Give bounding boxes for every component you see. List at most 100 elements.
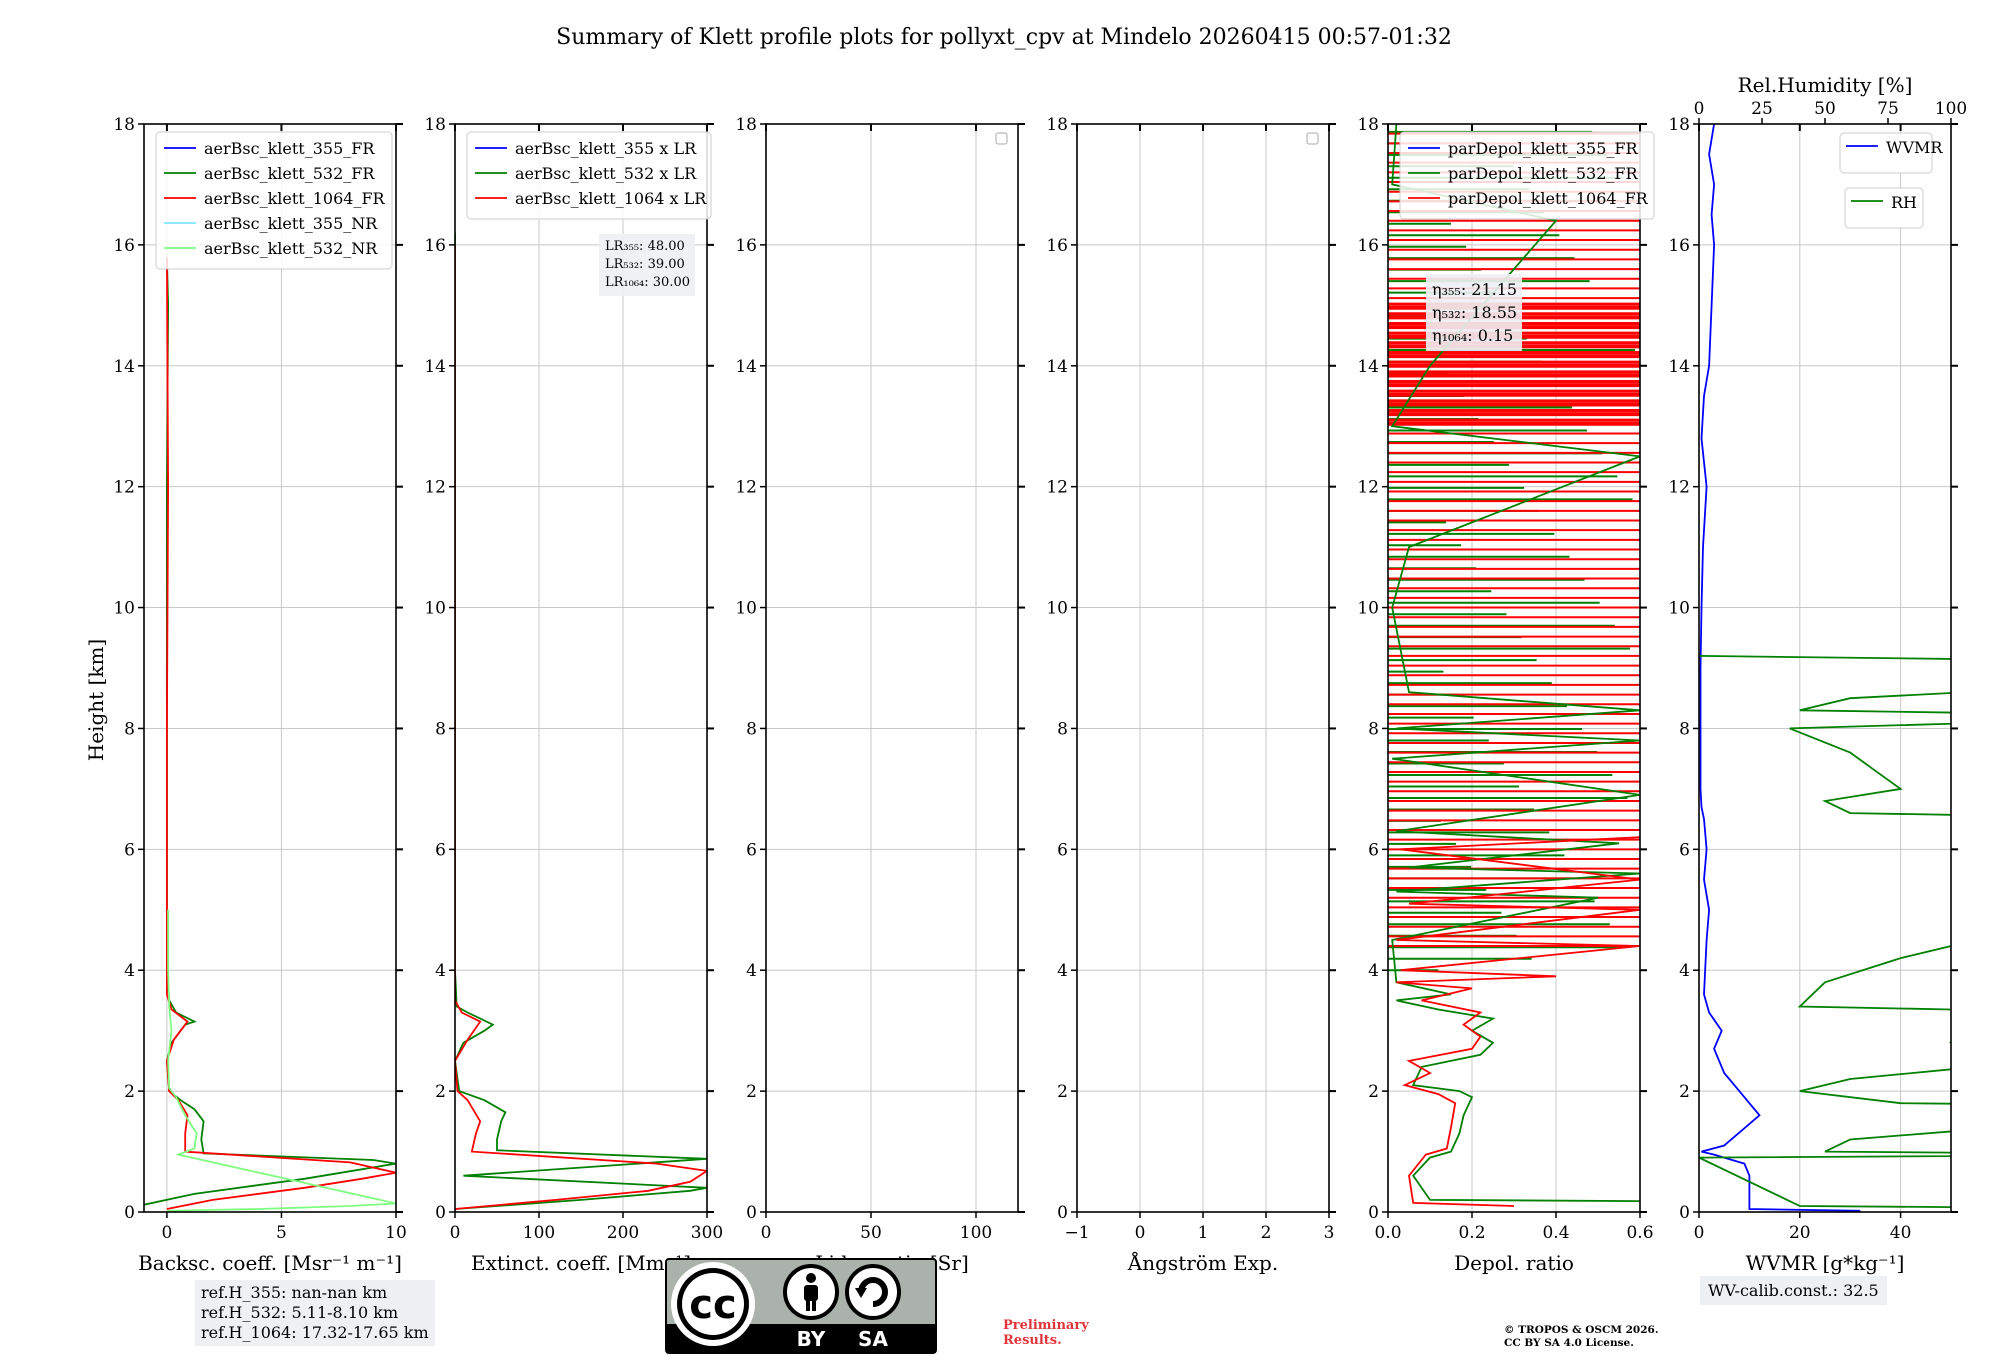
top-tick-label: 50	[1814, 99, 1836, 119]
legend-label: aerBsc_klett_1064 x LR	[515, 189, 707, 208]
panel-frame	[143, 123, 397, 1213]
top-tick-label: 100	[1935, 99, 1967, 119]
y-tick-label: 12	[1357, 478, 1379, 498]
x-axis-label: Depol. ratio	[1454, 1251, 1574, 1275]
x-tick-label: 0.6	[1626, 1223, 1653, 1243]
y-tick-label: 14	[1357, 357, 1379, 377]
x-tick-label: 2	[1261, 1223, 1272, 1243]
y-tick-label: 18	[1668, 115, 1690, 135]
y-tick-label: 16	[735, 236, 757, 256]
y-tick-label: 10	[1046, 599, 1068, 619]
panel-frame	[765, 123, 1019, 1213]
legend-box	[466, 131, 712, 220]
y-tick-label: 0	[435, 1203, 446, 1223]
x-tick-label: 10	[385, 1223, 407, 1243]
x-tick-label: 0	[761, 1223, 772, 1243]
top-tick-label: 0	[1694, 99, 1705, 119]
y-tick-label: 4	[1368, 961, 1379, 981]
y-tick-label: 2	[1368, 1082, 1379, 1102]
y-tick-label: 0	[1057, 1203, 1068, 1223]
preliminary-note: Preliminary Results.	[1003, 1318, 1089, 1348]
by-label: BY	[797, 1327, 826, 1351]
y-tick-label: 2	[1057, 1082, 1068, 1102]
annotation-line: LR₁₀₆₄: 30.00	[605, 275, 690, 290]
legend-label: aerBsc_klett_355_FR	[204, 139, 375, 158]
annotation-box	[599, 234, 695, 296]
x-tick-label: −1	[1064, 1223, 1089, 1243]
legend-box	[1844, 187, 1924, 229]
legend-label: WVMR	[1886, 138, 1943, 157]
figure-title: Summary of Klett profile plots for polly…	[556, 25, 1452, 50]
series-line-parDepol_klett_1064_FR	[1396, 836, 1640, 1207]
y-tick-label: 0	[1679, 1203, 1690, 1223]
y-tick-label: 2	[124, 1082, 135, 1102]
empty-legend-box	[1306, 132, 1319, 145]
panel-lidar-ratio: 024681012141618050100Lidar ratio [Sr]	[735, 115, 1025, 1275]
y-tick-label: 0	[746, 1203, 757, 1223]
y-tick-label: 6	[1057, 840, 1068, 860]
ref-heights-box: ref.H_355: nan-nan km ref.H_532: 5.11-8.…	[195, 1280, 435, 1346]
legend-label: parDepol_klett_355_FR	[1448, 139, 1639, 158]
y-tick-label: 8	[435, 719, 446, 739]
x-tick-label: 300	[691, 1223, 723, 1243]
y-tick-label: 0	[1368, 1203, 1379, 1223]
y-tick-label: 12	[113, 478, 135, 498]
y-tick-label: 10	[1668, 599, 1690, 619]
legend-label: aerBsc_klett_532 x LR	[515, 164, 697, 183]
cc-logo-text: cc	[689, 1282, 736, 1328]
series-line-aerBsc_klett_532_NR	[166, 909, 396, 1212]
annotation-line: η₅₃₂: 18.55	[1432, 303, 1517, 322]
x-tick-label: 0.0	[1374, 1223, 1401, 1243]
y-tick-label: 6	[1679, 840, 1690, 860]
y-tick-label: 4	[435, 961, 446, 981]
top-tick-label: 25	[1751, 99, 1773, 119]
ref-height-355: ref.H_355: nan-nan km	[201, 1283, 388, 1302]
legend-label: parDepol_klett_532_FR	[1448, 164, 1639, 183]
legend-box	[155, 131, 393, 270]
legend-label: aerBsc_klett_1064_FR	[204, 189, 386, 208]
series-line-parDepol_klett_532_FR	[1390, 124, 1640, 1202]
y-tick-label: 6	[746, 840, 757, 860]
y-tick-label: 4	[1057, 961, 1068, 981]
x-tick-label: 5	[276, 1223, 287, 1243]
panel-frame	[1387, 123, 1641, 1213]
y-tick-label: 10	[735, 599, 757, 619]
y-tick-label: 10	[113, 599, 135, 619]
y-tick-label: 8	[1679, 719, 1690, 739]
preliminary-line-1: Preliminary	[1003, 1318, 1089, 1333]
y-tick-label: 10	[1357, 599, 1379, 619]
x-tick-label: 0	[1694, 1223, 1705, 1243]
y-tick-label: 12	[424, 478, 446, 498]
x-tick-label: 100	[523, 1223, 555, 1243]
y-tick-label: 6	[435, 840, 446, 860]
sa-label: SA	[858, 1327, 888, 1351]
empty-legend-box	[995, 132, 1008, 145]
y-tick-label: 16	[424, 236, 446, 256]
y-tick-label: 18	[735, 115, 757, 135]
y-tick-label: 16	[1046, 236, 1068, 256]
series-group	[455, 232, 707, 1210]
y-tick-label: 16	[1357, 236, 1379, 256]
y-tick-label: 2	[1679, 1082, 1690, 1102]
y-tick-label: 12	[735, 478, 757, 498]
y-tick-label: 14	[1046, 357, 1068, 377]
y-tick-label: 8	[1368, 719, 1379, 739]
preliminary-line-2: Results.	[1003, 1333, 1062, 1348]
series-line-aerBsc_klett_532 x LR	[455, 232, 707, 1210]
series-line-WVMR	[1699, 124, 1861, 1212]
series-line-aerBsc_klett_532_FR	[144, 256, 396, 1206]
sa-sharealike-icon	[845, 1264, 901, 1320]
y-tick-label: 4	[124, 961, 135, 981]
legend-label: aerBsc_klett_532_FR	[204, 164, 375, 183]
top-axis-label: Rel.Humidity [%]	[1738, 73, 1913, 97]
x-axis-label: Backsc. coeff. [Msr⁻¹ m⁻¹]	[138, 1251, 402, 1275]
y-tick-label: 14	[113, 357, 135, 377]
x-tick-label: 40	[1890, 1223, 1912, 1243]
y-tick-label: 2	[746, 1082, 757, 1102]
ref-height-532: ref.H_532: 5.11-8.10 km	[201, 1303, 399, 1322]
y-tick-label: 2	[435, 1082, 446, 1102]
legend-label: RH	[1891, 193, 1917, 212]
